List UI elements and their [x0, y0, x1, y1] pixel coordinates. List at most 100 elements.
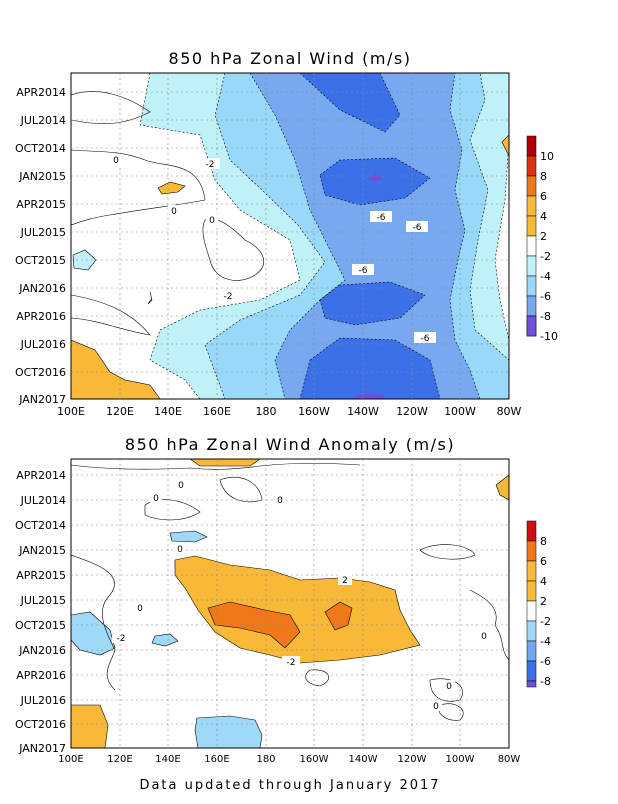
top-shade-pos2-left: [71, 339, 161, 399]
bottom-colorbar-label: 8: [540, 535, 547, 548]
bottom-ytick: JAN2017: [18, 742, 66, 755]
bottom-colorbar: [526, 520, 537, 688]
top-xtick: 160W: [298, 405, 330, 418]
top-colorbar-swatch: [526, 235, 537, 257]
bottom-xtick: 140W: [349, 754, 378, 765]
top-gridlines: [71, 73, 509, 399]
bottom-colorbar-label: 4: [540, 575, 547, 588]
bottom-contour-label: 0: [137, 604, 143, 614]
bottom-ytick: OCT2014: [15, 519, 66, 532]
top-x-ticks: 100E 120E 140E 160E 180 160W 140W 120W 1…: [57, 405, 522, 418]
bottom-colorbar-label: -2: [540, 615, 551, 628]
top-xtick: 180: [256, 405, 277, 418]
top-plot-frame: [70, 72, 510, 400]
bottom-ytick: APR2016: [16, 669, 66, 682]
bottom-xtick: 100E: [58, 754, 83, 765]
top-shade-neg2-small: [72, 249, 97, 271]
top-y-ticks: APR2014 JUL2014 OCT2014 JAN2015 APR2015 …: [15, 86, 66, 406]
bottom-xtick: 120E: [107, 754, 132, 765]
top-colorbar-swatch: [526, 195, 537, 217]
bottom-xtick: 100W: [446, 754, 475, 765]
top-colorbar-swatch: [526, 155, 537, 177]
bottom-plot-frame: [70, 458, 510, 749]
bottom-contour-label: 0: [277, 496, 283, 506]
bottom-xtick: 80W: [498, 754, 521, 765]
top-contour-label: -6: [377, 213, 386, 223]
bottom-ytick: APR2014: [16, 469, 66, 482]
top-xtick: 80W: [497, 405, 522, 418]
bottom-colorbar-swatch: [526, 640, 537, 662]
bottom-colorbar-swatch: [526, 620, 537, 642]
top-colorbar-label: 4: [540, 210, 547, 223]
bottom-ytick: JUL2015: [20, 594, 66, 607]
top-contour-label: 0: [171, 207, 177, 217]
bottom-contour-label: 0: [446, 682, 452, 692]
top-ytick: OCT2014: [15, 142, 66, 155]
bottom-colorbar-labels: 8 6 4 2 -2 -4 -6 -8: [540, 535, 551, 688]
top-colorbar-labels: 10 8 6 4 2 -2 -4 -6 -8 -10: [540, 150, 558, 343]
top-xtick: 120E: [106, 405, 134, 418]
footer-note: Data updated through January 2017: [139, 778, 440, 793]
top-ytick: JAN2015: [18, 170, 66, 183]
bottom-contour-label: -2: [117, 634, 126, 644]
top-colorbar-swatch: [526, 275, 537, 297]
top-ytick: APR2015: [16, 198, 66, 211]
bottom-xtick: 120W: [398, 754, 427, 765]
top-ytick: JAN2016: [18, 282, 66, 295]
top-contour-label: -6: [421, 334, 430, 344]
top-colorbar-label: 6: [540, 190, 547, 203]
top-colorbar-label: 8: [540, 170, 547, 183]
top-colorbar-swatch: [526, 215, 537, 237]
bottom-colorbar-swatch: [526, 520, 537, 542]
bottom-contour-label: 0: [153, 494, 159, 504]
bottom-ytick: APR2015: [16, 569, 66, 582]
bottom-x-ticks: 100E 120E 140E 160E 180 160W 140W 120W 1…: [58, 754, 520, 765]
bottom-colorbar-swatch: [526, 540, 537, 562]
top-contour-label: -6: [413, 223, 422, 233]
top-field: [71, 73, 509, 399]
top-contour-label: -6: [359, 266, 368, 276]
top-contour-label: 0: [209, 216, 215, 226]
top-colorbar-label: -6: [540, 290, 551, 303]
top-xtick: 140E: [154, 405, 182, 418]
top-xtick: 100W: [444, 405, 476, 418]
bottom-colorbar-swatch: [526, 660, 537, 682]
top-colorbar-swatch: [526, 175, 537, 197]
bottom-colorbar-label: -6: [540, 655, 551, 668]
bottom-xtick: 180: [256, 754, 275, 765]
bottom-shade-pos4-b: [324, 601, 353, 631]
top-colorbar-label: -2: [540, 250, 551, 263]
top-chart-title: 850 hPa Zonal Wind (m/s): [169, 49, 412, 68]
bottom-xtick: 160W: [300, 754, 329, 765]
top-contour-labels: 0 -2 0 -2 0 -6 -6 -6 -6: [110, 154, 436, 344]
bottom-chart-title: 850 hPa Zonal Wind Anomaly (m/s): [125, 435, 455, 454]
bottom-ytick: JAN2016: [18, 644, 66, 657]
top-xtick: 120W: [396, 405, 428, 418]
bottom-colorbar-swatch: [526, 600, 537, 622]
top-shade-neg6: [249, 73, 481, 399]
top-colorbar: [526, 135, 537, 337]
bottom-ytick: JUL2014: [20, 494, 66, 507]
bottom-ytick: JAN2015: [18, 544, 66, 557]
bottom-ytick: OCT2015: [15, 619, 66, 632]
top-contour-label: -2: [206, 160, 215, 170]
bottom-xtick: 140E: [155, 754, 180, 765]
bottom-colorbar-swatch: [526, 680, 537, 688]
top-contour-label: 0: [113, 156, 119, 166]
top-ytick: APR2014: [16, 86, 66, 99]
bottom-contour-label: 2: [342, 576, 348, 586]
bottom-gridlines: [71, 459, 509, 748]
bottom-y-ticks: APR2014 JUL2014 OCT2014 JAN2015 APR2015 …: [15, 469, 66, 755]
bottom-contour-label: 0: [178, 481, 184, 491]
top-colorbar-swatch: [526, 295, 537, 317]
top-colorbar-swatch: [526, 135, 537, 157]
bottom-ytick: JUL2016: [20, 694, 66, 707]
top-ytick: OCT2015: [15, 254, 66, 267]
bottom-contour-labels: 0 0 0 0 -2 2 -2 0 0 0 0: [112, 479, 490, 712]
top-ytick: JAN2017: [18, 393, 66, 406]
top-xtick: 100E: [57, 405, 85, 418]
bottom-colorbar-label: -4: [540, 635, 551, 648]
bottom-ytick: OCT2016: [15, 718, 66, 731]
bottom-colorbar-label: 2: [540, 595, 547, 608]
